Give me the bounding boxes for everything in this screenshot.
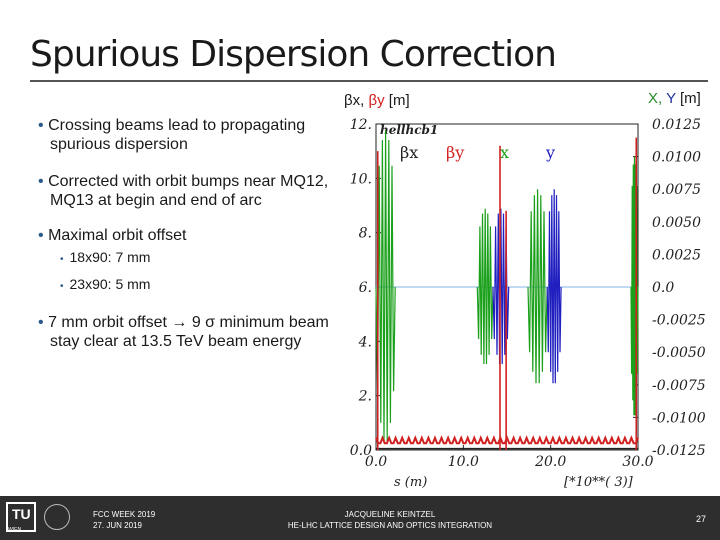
y-left-tick-label: 10. bbox=[350, 171, 372, 187]
beta-x-label: βx, bbox=[344, 92, 365, 109]
logo-subtext: WIEN bbox=[8, 527, 22, 533]
orbit-legend: X, Y [m] bbox=[648, 90, 701, 107]
beta-unit-label: [m] bbox=[388, 92, 410, 109]
legend-entry: y bbox=[545, 143, 555, 162]
bullet-item: • Corrected with orbit bumps near MQ12, … bbox=[38, 172, 338, 210]
x-tick-label: 30.0 bbox=[622, 454, 653, 470]
bullet-list: • Crossing beams lead to propagating spu… bbox=[38, 116, 338, 351]
y-left-tick-label: 2. bbox=[358, 389, 372, 405]
x-axis-label: s (m) bbox=[394, 475, 427, 490]
orbit-x-bump bbox=[527, 189, 548, 384]
legend-entry: x bbox=[500, 143, 509, 162]
y-left-tick-label: 8. bbox=[359, 226, 372, 242]
x-tick-label: 20.0 bbox=[534, 454, 566, 470]
bullet-item: • 7 mm orbit offset → 9 σ minimum beam s… bbox=[38, 313, 338, 351]
logo-text: TU bbox=[12, 506, 31, 522]
footer-date: 27. JUN 2019 bbox=[93, 521, 142, 530]
footer-subtitle: HE-LHC LATTICE DESIGN AND OPTICS INTEGRA… bbox=[287, 521, 493, 530]
legend-entry: βx bbox=[400, 143, 418, 162]
y-right-tick-label: 0.0050 bbox=[652, 215, 701, 231]
sub-bullet-text: 23x90: 5 mm bbox=[69, 276, 151, 292]
beta-y-baseline bbox=[375, 435, 639, 445]
bullet-text: Maximal orbit offset bbox=[48, 227, 187, 244]
orbit-x-label: X, bbox=[648, 90, 663, 107]
y-left-tick-label: 0.0 bbox=[350, 443, 372, 459]
y-right-tick-label: -0.0050 bbox=[652, 345, 706, 361]
footer-event: FCC WEEK 2019 bbox=[93, 510, 156, 519]
footer-event-block: FCC WEEK 2019 27. JUN 2019 bbox=[93, 509, 155, 531]
bullet-marker: • bbox=[38, 117, 44, 134]
optics-chart: 0.0 2. 4. 6. 8. 10. 12. -0.0125 -0.0100 -0.0075 -0… bbox=[350, 117, 706, 490]
beta-legend: βx, βy [m] bbox=[344, 92, 410, 109]
y-right-tick-label: -0.0025 bbox=[652, 313, 706, 329]
x-scale-label: [*10**( 3)] bbox=[564, 475, 634, 490]
y-right-tick-label: -0.0075 bbox=[652, 378, 706, 394]
y-right-tick-label: 0.0075 bbox=[652, 182, 701, 198]
footer-bar: TU WIEN FCC WEEK 2019 27. JUN 2019 JACQU… bbox=[0, 496, 720, 540]
title-underline bbox=[30, 80, 708, 82]
y-right-tick-label: 0.0100 bbox=[652, 150, 701, 166]
x-tick-label: 10.0 bbox=[448, 454, 479, 470]
y-left-tick-label: 4. bbox=[358, 334, 372, 350]
x-tick-label: 0.0 bbox=[365, 454, 387, 470]
seal-icon bbox=[44, 504, 70, 530]
bullet-item: • Maximal orbit offset bbox=[38, 226, 338, 245]
y-right-tick-label: 0.0 bbox=[652, 280, 674, 296]
chart-title: hellhcb1 bbox=[380, 123, 438, 137]
bullet-text: Crossing beams lead to propagating spuri… bbox=[48, 117, 306, 153]
bullet-marker: • bbox=[38, 314, 44, 331]
footer-author: JACQUELINE KEINTZEL bbox=[344, 510, 436, 519]
bullet-item: • Crossing beams lead to propagating spu… bbox=[38, 116, 338, 154]
slide-title: Spurious Dispersion Correction bbox=[30, 34, 557, 75]
orbit-y-label: Y bbox=[666, 90, 676, 107]
bullet-text: 7 mm orbit offset → 9 σ minimum beam sta… bbox=[48, 314, 329, 350]
legend-entry: βy bbox=[446, 143, 464, 162]
bullet-text: Corrected with orbit bumps near MQ12, MQ… bbox=[48, 173, 329, 209]
y-left-tick-label: 12. bbox=[350, 117, 372, 133]
y-left-tick-label: 6. bbox=[359, 280, 372, 296]
sub-bullet-marker: • bbox=[60, 254, 64, 265]
sub-bullet-marker: • bbox=[60, 281, 64, 292]
y-right-tick-label: -0.0100 bbox=[652, 410, 706, 426]
tu-wien-logo: TU bbox=[6, 502, 36, 532]
orbit-y-bump bbox=[546, 189, 562, 384]
sub-bullet-item: • 23x90: 5 mm bbox=[38, 272, 338, 299]
bullet-marker: • bbox=[38, 227, 44, 244]
y-right-tick-label: 0.0125 bbox=[652, 117, 701, 133]
y-right-tick-label: 0.0025 bbox=[652, 247, 701, 263]
beta-y-label: βy bbox=[368, 92, 385, 109]
footer-author-block: JACQUELINE KEINTZEL HE-LHC LATTICE DESIG… bbox=[270, 509, 510, 531]
bullet-marker: • bbox=[38, 173, 44, 190]
orbit-unit-label: [m] bbox=[680, 90, 701, 107]
orbit-x-bump bbox=[476, 208, 494, 365]
y-right-tick-label: -0.0125 bbox=[652, 443, 706, 459]
page-number: 27 bbox=[696, 514, 707, 524]
sub-bullet-text: 18x90: 7 mm bbox=[69, 249, 151, 265]
sub-bullet-item: • 18x90: 7 mm bbox=[38, 245, 338, 272]
orbit-x-bump bbox=[375, 130, 396, 442]
